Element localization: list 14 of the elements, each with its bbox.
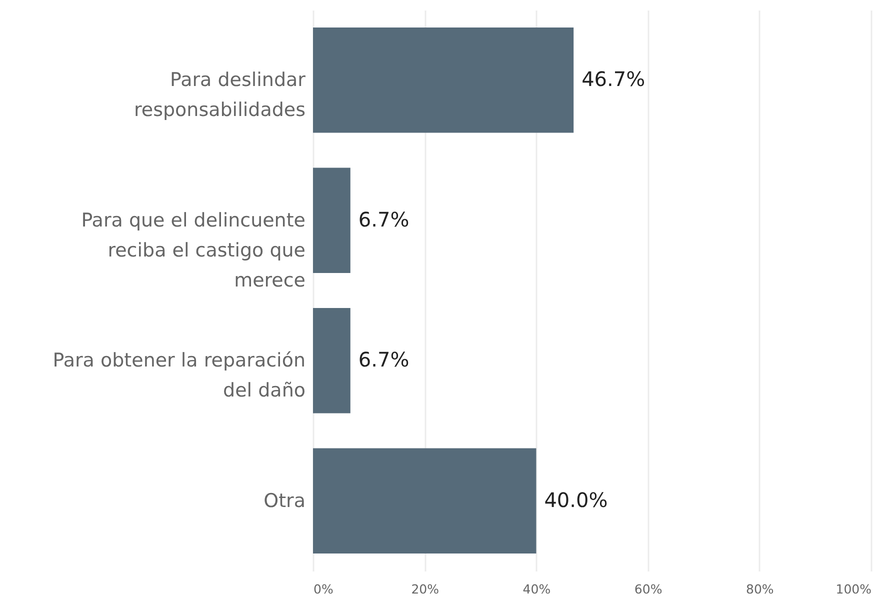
x-tick-label: 60% (634, 582, 662, 596)
y-tick-label: Para que el delincuente reciba el castigo que merece (81, 209, 306, 292)
x-tick-label: 100% (836, 582, 872, 596)
x-tick-label: 20% (411, 582, 440, 596)
y-tick-label: Para obtener la reparación del daño (52, 350, 306, 402)
x-tick-label: 40% (522, 582, 551, 596)
y-tick-label: Otra (264, 490, 306, 512)
x-tick-label: 0% (314, 582, 334, 596)
data-label: 46.7% (582, 67, 646, 92)
data-label: 6.7% (358, 207, 410, 232)
x-tick-label: 80% (746, 582, 774, 596)
data-label: 6.7% (358, 348, 410, 372)
data-label: 40.0% (544, 488, 608, 512)
y-tick-label: Para deslindar responsabilidades (134, 69, 306, 122)
